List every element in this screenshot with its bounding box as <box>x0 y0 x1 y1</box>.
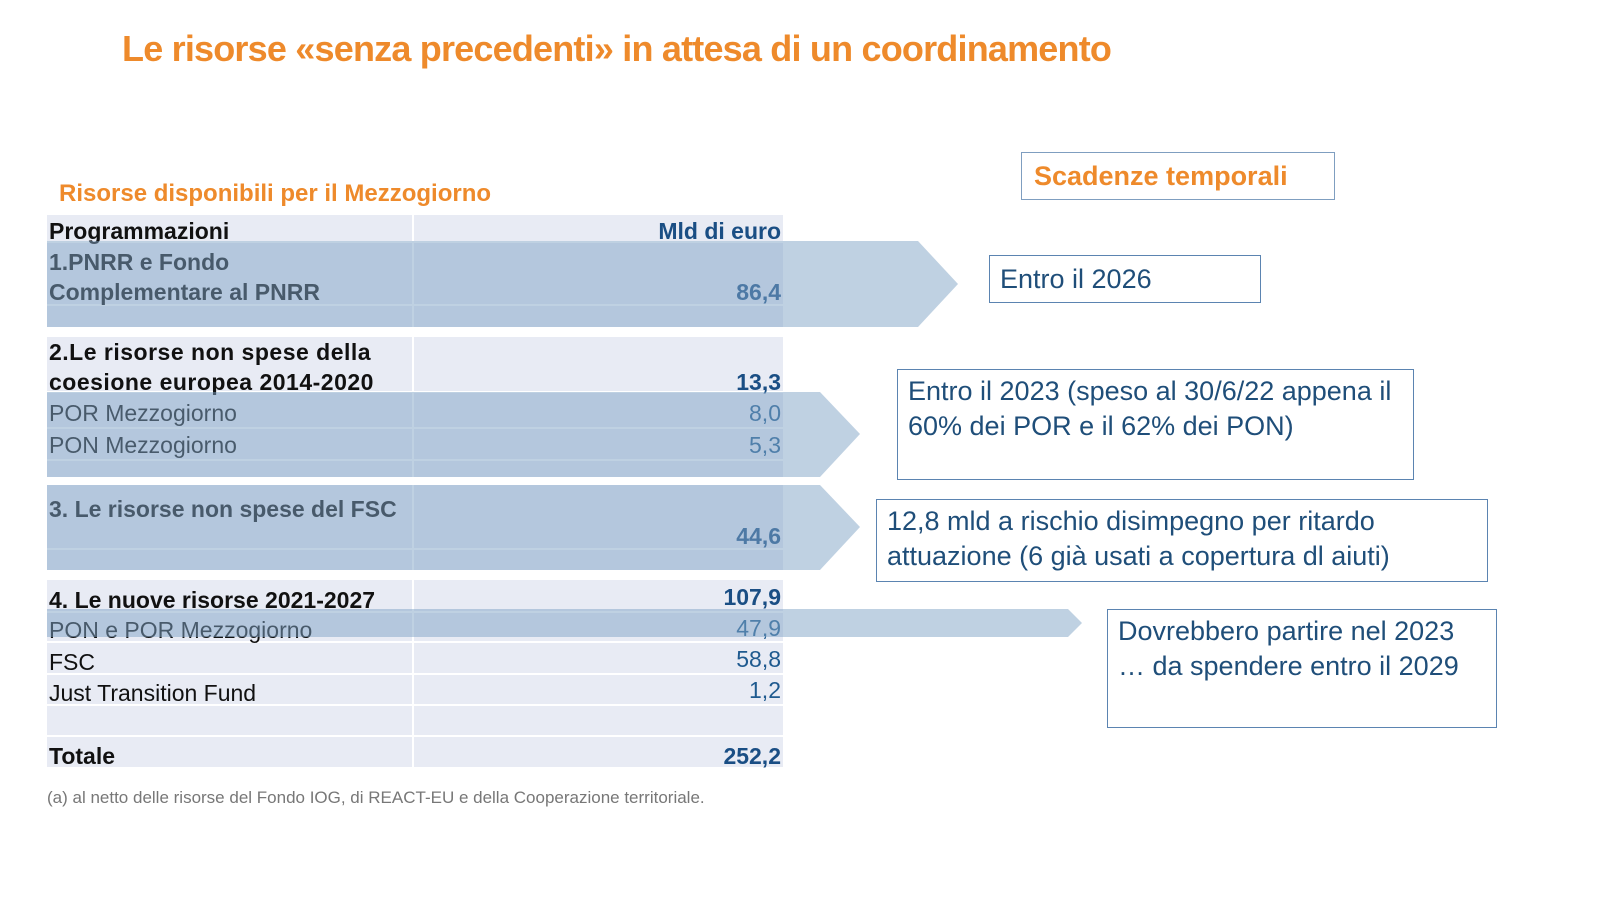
row-label: Totale <box>49 743 116 769</box>
row-label: 2.Le risorse non spese della coesione eu… <box>49 339 374 395</box>
row-value: 44,6 <box>736 523 781 549</box>
deadline-box: 12,8 mld a rischio disimpegno per ritard… <box>876 499 1488 582</box>
table-title: Risorse disponibili per il Mezzogiorno <box>59 180 492 207</box>
deadline-box: Entro il 2023 (speso al 30/6/22 appena i… <box>897 369 1414 480</box>
deadlines-heading: Scadenze temporali <box>1021 152 1335 200</box>
row-label: 4. Le nuove risorse 2021-2027 <box>49 587 376 613</box>
footnote: (a) al netto delle risorse del Fondo IOG… <box>47 788 705 807</box>
resources-table: Programmazioni Mld di euro 1.PNRR e Fond… <box>47 215 783 769</box>
deadline-box: Entro il 2026 <box>989 255 1261 303</box>
row-value: 8,0 <box>749 400 781 426</box>
row-value: 5,3 <box>749 432 781 458</box>
row-label: POR Mezzogiorno <box>49 400 237 426</box>
page-title: Le risorse «senza precedenti» in attesa … <box>122 28 1112 69</box>
row-value: 107,9 <box>723 584 781 610</box>
row-label: FSC <box>49 649 95 675</box>
column-header-value: Mld di euro <box>658 218 781 244</box>
row-value: 252,2 <box>723 743 781 769</box>
row-label: 3. Le risorse non spese del FSC <box>49 496 397 522</box>
row-label: 1.PNRR e Fondo Complementare al PNRR <box>49 249 320 305</box>
row-value: 13,3 <box>736 369 781 395</box>
row-label: PON Mezzogiorno <box>49 432 237 458</box>
row-label: PON e POR Mezzogiorno <box>49 617 313 643</box>
column-header-programmazioni: Programmazioni <box>49 218 230 244</box>
row-value: 86,4 <box>736 279 781 305</box>
row-value: 1,2 <box>749 677 781 703</box>
row-value: 58,8 <box>736 646 781 672</box>
row-value: 47,9 <box>736 615 781 641</box>
deadline-box: Dovrebbero partire nel 2023 … da spender… <box>1107 609 1497 728</box>
row-label: Just Transition Fund <box>49 680 257 706</box>
